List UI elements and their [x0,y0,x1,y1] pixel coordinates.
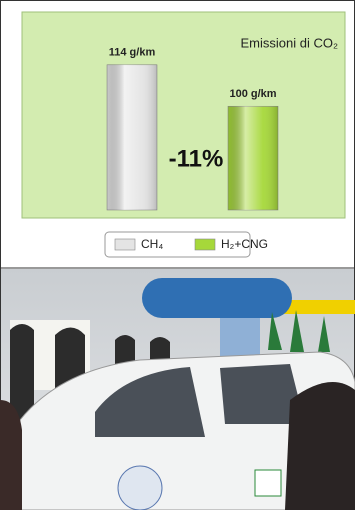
photo-flags [268,310,330,352]
legend-box [104,231,251,258]
photo-sign [142,278,292,318]
photo-person-front [285,382,355,510]
photo-pillar [220,318,260,356]
bar [227,105,279,211]
bar [106,64,158,211]
legend-label: H₂+CNG [221,237,268,251]
annotation: -11% [169,145,224,172]
chart-title: Emissioni di CO₂ [240,35,338,50]
value-label: 100 g/km [229,88,276,100]
photo-logo [117,465,163,510]
legend-swatch [114,238,136,251]
legend: CH₄ H₂+CNG [114,237,268,251]
legend-label: CH₄ [141,237,163,251]
photo-emblem [254,469,282,497]
photo-person-left [0,400,22,510]
photo [0,269,355,510]
value-label: 114 g/km [109,47,156,59]
chart-panel [21,11,346,219]
photo-car-windows [95,364,305,437]
legend-swatch [194,238,216,251]
